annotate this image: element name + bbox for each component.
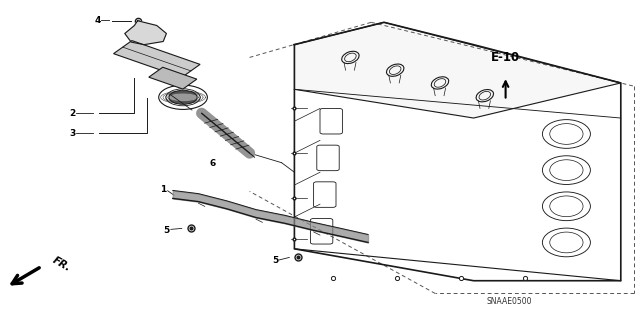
- Text: E-10: E-10: [491, 51, 520, 64]
- Text: 6: 6: [209, 159, 216, 168]
- Text: 5: 5: [272, 256, 278, 265]
- Text: FR.: FR.: [51, 255, 73, 273]
- Text: 2: 2: [69, 109, 76, 118]
- Text: SNAAE0500: SNAAE0500: [486, 297, 532, 306]
- Polygon shape: [294, 22, 621, 118]
- Polygon shape: [125, 21, 166, 45]
- Text: 1: 1: [160, 185, 166, 194]
- Polygon shape: [113, 41, 200, 78]
- Text: 5: 5: [163, 226, 170, 235]
- Text: 4: 4: [95, 16, 101, 25]
- Text: 3: 3: [69, 129, 76, 138]
- Polygon shape: [148, 67, 197, 89]
- Circle shape: [169, 90, 197, 104]
